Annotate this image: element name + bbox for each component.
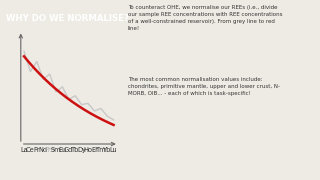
Text: To counteract OHE, we normalise our REEs (i.e., divide
our sample REE concentrat: To counteract OHE, we normalise our REEs… [128,5,283,31]
Text: WHY DO WE NORMALISE?: WHY DO WE NORMALISE? [6,14,129,23]
Text: The most common normalisation values include:
chondrites, primitive mantle, uppe: The most common normalisation values inc… [128,77,280,96]
